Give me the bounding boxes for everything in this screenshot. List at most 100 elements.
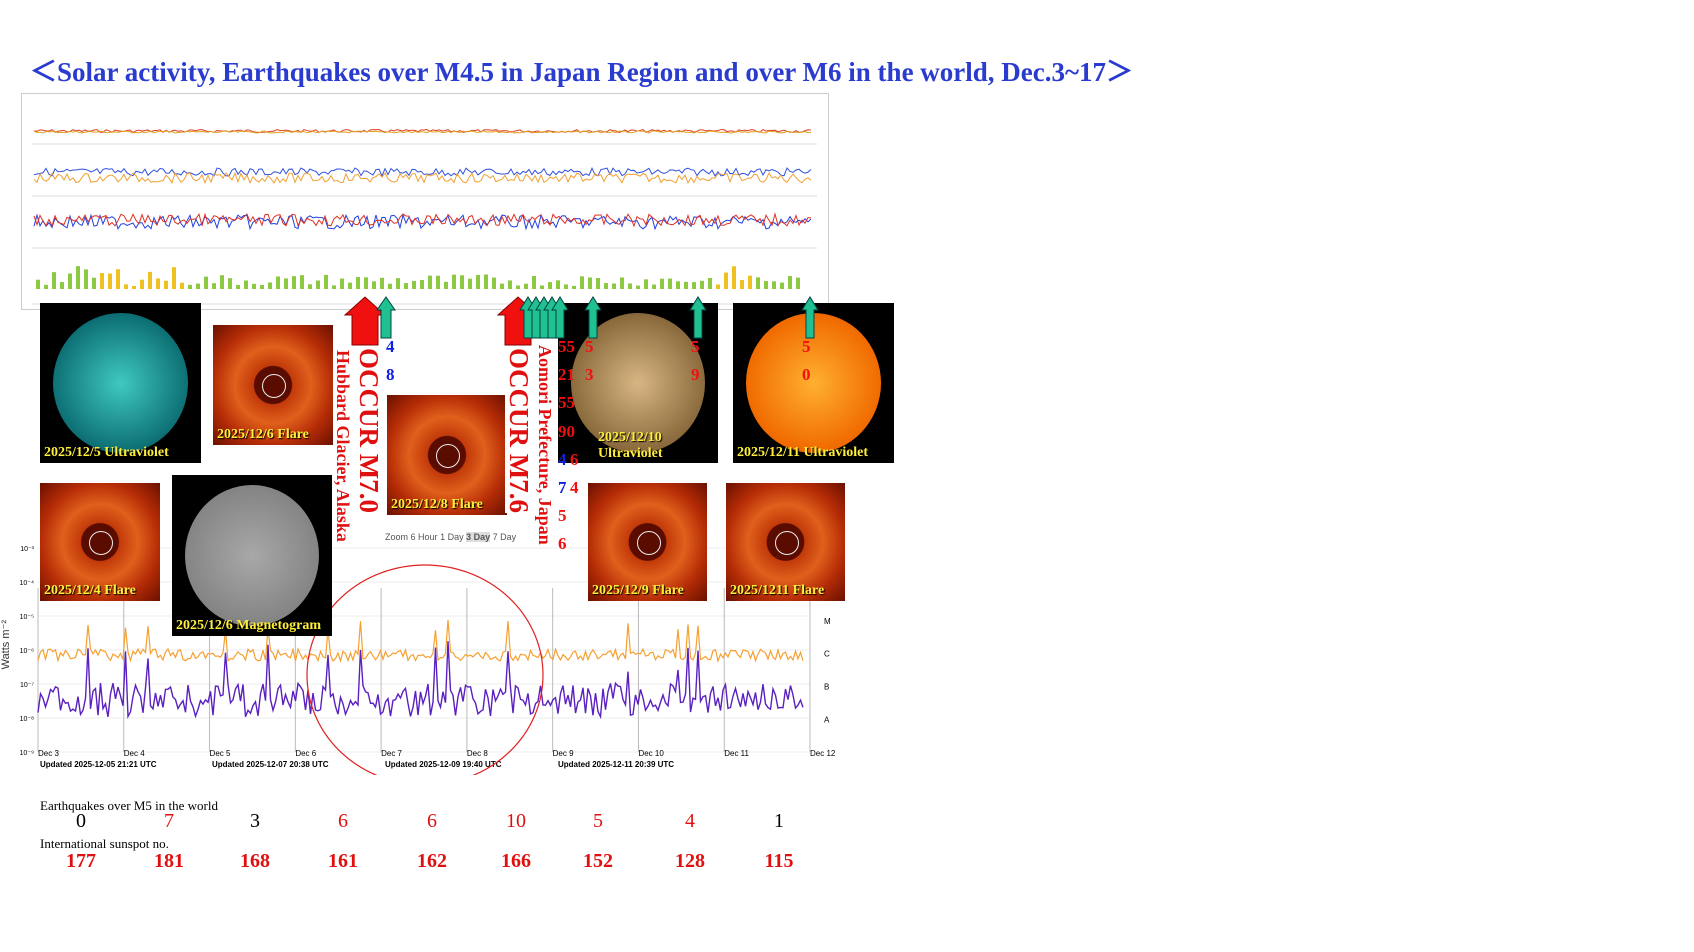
- kp-bar: [508, 280, 512, 289]
- earthquake-count: 10: [506, 810, 526, 832]
- image-caption: 2025/12/6 Magnetogram: [176, 618, 322, 633]
- kp-bar: [204, 276, 208, 289]
- magnitude-digit: 90: [558, 422, 575, 441]
- kp-bar: [380, 277, 384, 289]
- kp-bar: [180, 282, 184, 289]
- magnitude-digit: 8: [386, 365, 395, 384]
- kp-bar: [292, 276, 296, 289]
- flare-class-label: A: [824, 716, 830, 725]
- event-place-aomori: Aomori Prefecture, Japan: [535, 345, 555, 545]
- kp-bar: [92, 277, 96, 289]
- kp-bar: [164, 280, 168, 289]
- image-caption: 2025/12/11 Ultraviolet: [737, 445, 869, 460]
- earthquake-count: 3: [250, 810, 260, 832]
- kp-bar: [548, 282, 552, 289]
- magnitude-digit: 5: [585, 337, 594, 356]
- kp-bar: [396, 278, 400, 289]
- image-uv-1205: 2025/12/5 Ultraviolet: [40, 303, 201, 463]
- kp-bar: [724, 272, 728, 289]
- kp-bar: [140, 279, 144, 289]
- kp-bar: [76, 266, 80, 289]
- kp-bar: [420, 279, 424, 289]
- kp-bar: [716, 284, 720, 289]
- kp-bar: [196, 283, 200, 289]
- kp-bar: [524, 283, 528, 289]
- kp-bar: [348, 282, 352, 289]
- kp-bar: [588, 277, 592, 289]
- image-magnetogram-1206: 2025/12/6 Magnetogram: [172, 475, 332, 636]
- zoom-label: Zoom: [385, 532, 409, 542]
- kp-bar: [444, 281, 448, 289]
- zoom-6-hour[interactable]: 6 Hour: [410, 532, 438, 542]
- page-title: ＜Solar activity, Earthquakes over M4.5 i…: [30, 57, 1134, 87]
- kp-bar: [564, 284, 568, 289]
- kp-bar: [452, 274, 456, 289]
- goes-flux-plots: [32, 128, 817, 305]
- x-tick-label: Dec 10: [638, 749, 664, 758]
- kp-bar: [316, 280, 320, 289]
- x-tick-label: Dec 3: [38, 749, 59, 758]
- kp-bar: [780, 282, 784, 289]
- image-flare-1206: 2025/12/6 Flare: [213, 325, 333, 445]
- image-flare-1209: 2025/12/9 Flare: [588, 483, 707, 601]
- kp-bar: [740, 279, 744, 289]
- y-tick-label: 10⁻⁶: [20, 648, 34, 655]
- magnitude-digit: 9: [691, 365, 700, 384]
- image-uv-1210: 2025/12/10 Ultraviolet: [558, 303, 718, 463]
- kp-bar: [44, 284, 48, 289]
- kp-bar: [188, 284, 192, 289]
- kp-bar: [540, 285, 544, 289]
- kp-bar: [620, 277, 624, 289]
- magnitude-digit: 4: [570, 478, 579, 497]
- kp-bar: [684, 281, 688, 289]
- magnitude-digit: 55: [558, 337, 575, 356]
- kp-bar: [52, 272, 56, 289]
- y-axis-label: Watts m⁻²: [0, 620, 12, 670]
- magnitude-digit: 0: [802, 365, 811, 384]
- y-tick-label: 10⁻⁹: [20, 750, 34, 757]
- kp-bar: [668, 278, 672, 289]
- flux-line: [33, 167, 812, 178]
- kp-bar: [36, 279, 40, 289]
- green-arrow-icon: [551, 296, 569, 339]
- y-tick-label: 10⁻³: [20, 546, 34, 553]
- magnitude-digit: 55: [558, 393, 575, 412]
- zoom-7-day[interactable]: 7 Day: [492, 532, 517, 542]
- flux-line: [33, 212, 812, 228]
- zoom-1-day[interactable]: 1 Day: [440, 532, 464, 542]
- kp-bar: [156, 278, 160, 289]
- sunspot-value: 152: [583, 850, 613, 872]
- red-arrow-icon: [343, 296, 387, 346]
- kp-bar: [764, 281, 768, 289]
- kp-bar: [324, 274, 328, 289]
- image-caption: 2025/12/6 Flare: [217, 427, 309, 442]
- kp-bar: [100, 273, 104, 289]
- goes-xray-chart: 10⁻³10⁻⁴10⁻⁵10⁻⁶10⁻⁷10⁻⁸10⁻⁹XMCBADec 3De…: [0, 530, 836, 786]
- sunspot-row-label: International sunspot no.: [40, 836, 169, 851]
- kp-bar: [772, 281, 776, 289]
- magnitude-digit: 21: [558, 365, 575, 384]
- kp-bar: [556, 280, 560, 289]
- kp-bar: [476, 274, 480, 289]
- sunspot-value: 115: [764, 850, 794, 872]
- updated-timestamp: Updated 2025-12-07 20:38 UTC: [212, 760, 329, 769]
- kp-bar: [532, 276, 536, 289]
- kp-bar: [388, 283, 392, 289]
- earthquake-count: 0: [76, 810, 86, 832]
- kp-bar: [300, 275, 304, 289]
- event-place-alaska: Hubbard Glacier, Alaska: [333, 350, 353, 542]
- updated-timestamp: Updated 2025-12-05 21:21 UTC: [40, 760, 157, 769]
- kp-bar: [652, 284, 656, 289]
- sunspot-value: 162: [417, 850, 447, 872]
- kp-bar: [708, 277, 712, 289]
- kp-bar: [636, 285, 640, 289]
- kp-bar: [492, 277, 496, 289]
- sunspot-value: 181: [154, 850, 184, 872]
- image-flare-1208: 2025/12/8 Flare: [387, 395, 507, 515]
- y-tick-label: 10⁻⁴: [20, 580, 35, 587]
- zoom-3-day[interactable]: 3 Day: [466, 532, 491, 542]
- kp-bar: [84, 269, 88, 289]
- x-tick-label: Dec 12: [810, 749, 835, 758]
- kp-bar: [612, 283, 616, 289]
- x-tick-label: Dec 6: [295, 749, 316, 758]
